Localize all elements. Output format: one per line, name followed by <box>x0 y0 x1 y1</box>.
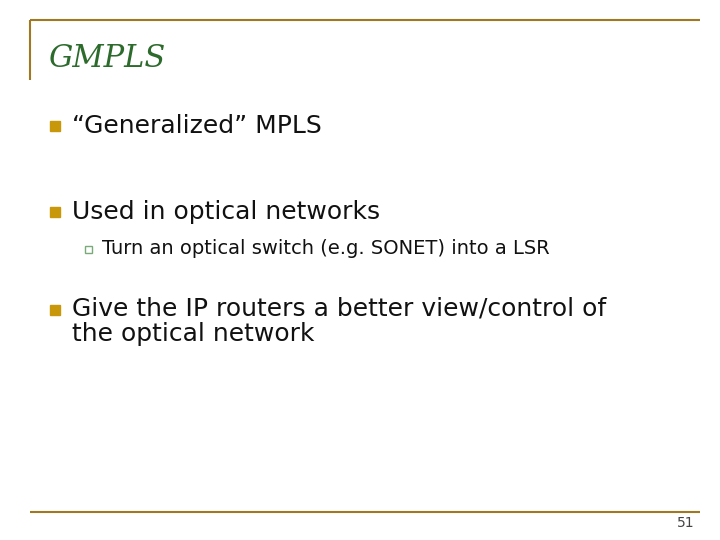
Bar <box>84 246 91 253</box>
Text: Turn an optical switch (e.g. SONET) into a LSR: Turn an optical switch (e.g. SONET) into… <box>102 240 550 259</box>
Bar <box>50 305 60 315</box>
Text: the optical network: the optical network <box>72 322 315 346</box>
Text: “Generalized” MPLS: “Generalized” MPLS <box>72 114 322 138</box>
Bar <box>50 207 60 217</box>
Text: Give the IP routers a better view/control of: Give the IP routers a better view/contro… <box>72 296 606 320</box>
Bar <box>50 121 60 131</box>
Text: GMPLS: GMPLS <box>48 43 166 74</box>
Text: Used in optical networks: Used in optical networks <box>72 200 380 224</box>
Text: 51: 51 <box>678 516 695 530</box>
